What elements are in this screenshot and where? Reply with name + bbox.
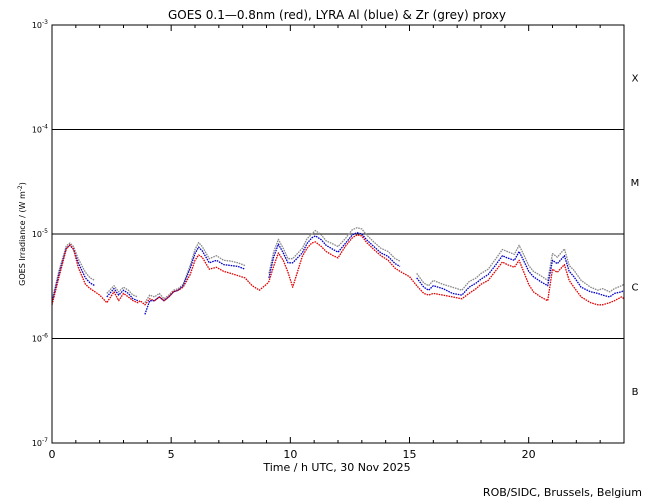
series-lyra-zr-segment bbox=[106, 285, 139, 298]
y-axis: 10-3 10-4 10-5 10-6 10-7 bbox=[32, 19, 624, 448]
series-lyra-zr-segment bbox=[144, 241, 246, 304]
x-tick-label: 5 bbox=[168, 448, 175, 461]
threshold-grid bbox=[52, 129, 624, 339]
series-lyra-zr bbox=[51, 227, 625, 304]
series-lyra-al-segment bbox=[106, 287, 139, 302]
y-tick-label: 10-5 bbox=[32, 228, 48, 239]
series-lyra-al-segment bbox=[268, 232, 401, 279]
series-goes-segment bbox=[51, 234, 625, 306]
y-axis-label-exp: -2 bbox=[17, 185, 24, 191]
y-axis-label-close: ) bbox=[18, 182, 27, 185]
series-goes bbox=[51, 234, 625, 306]
y-axis-label: GOES Irradiance / (W m-2) bbox=[17, 182, 27, 286]
y-axis-label-main: GOES Irradiance / (W m bbox=[18, 191, 27, 286]
x-tick-label: 15 bbox=[403, 448, 417, 461]
series-layer bbox=[51, 227, 625, 315]
flare-class-b: B bbox=[632, 387, 639, 398]
x-axis-label: Time / h UTC, 30 Nov 2025 bbox=[262, 461, 410, 474]
credit-text: ROB/SIDC, Brussels, Belgium bbox=[483, 486, 642, 499]
flare-class-x: X bbox=[632, 73, 639, 84]
x-tick-label: 0 bbox=[49, 448, 56, 461]
series-lyra-zr-segment bbox=[416, 244, 625, 293]
y-tick-label: 10-7 bbox=[32, 437, 48, 448]
series-lyra-al-segment bbox=[144, 246, 246, 315]
y-tick-label: 10-4 bbox=[32, 124, 48, 135]
y-tick-label: 10-6 bbox=[32, 333, 48, 344]
x-tick-label: 20 bbox=[522, 448, 536, 461]
flare-class-labels: X M C B bbox=[631, 73, 640, 398]
series-lyra-al-segment bbox=[416, 250, 625, 298]
series-lyra-zr-segment bbox=[268, 227, 401, 274]
y-tick-label: 10-3 bbox=[32, 19, 48, 30]
flare-class-m: M bbox=[631, 178, 640, 189]
series-lyra-zr-segment bbox=[51, 242, 96, 301]
x-tick-label: 10 bbox=[283, 448, 297, 461]
flare-class-c: C bbox=[632, 282, 639, 293]
x-axis: 0 5 10 15 20 bbox=[49, 25, 601, 461]
chart-title: GOES 0.1—0.8nm (red), LYRA Al (blue) & Z… bbox=[168, 8, 506, 22]
